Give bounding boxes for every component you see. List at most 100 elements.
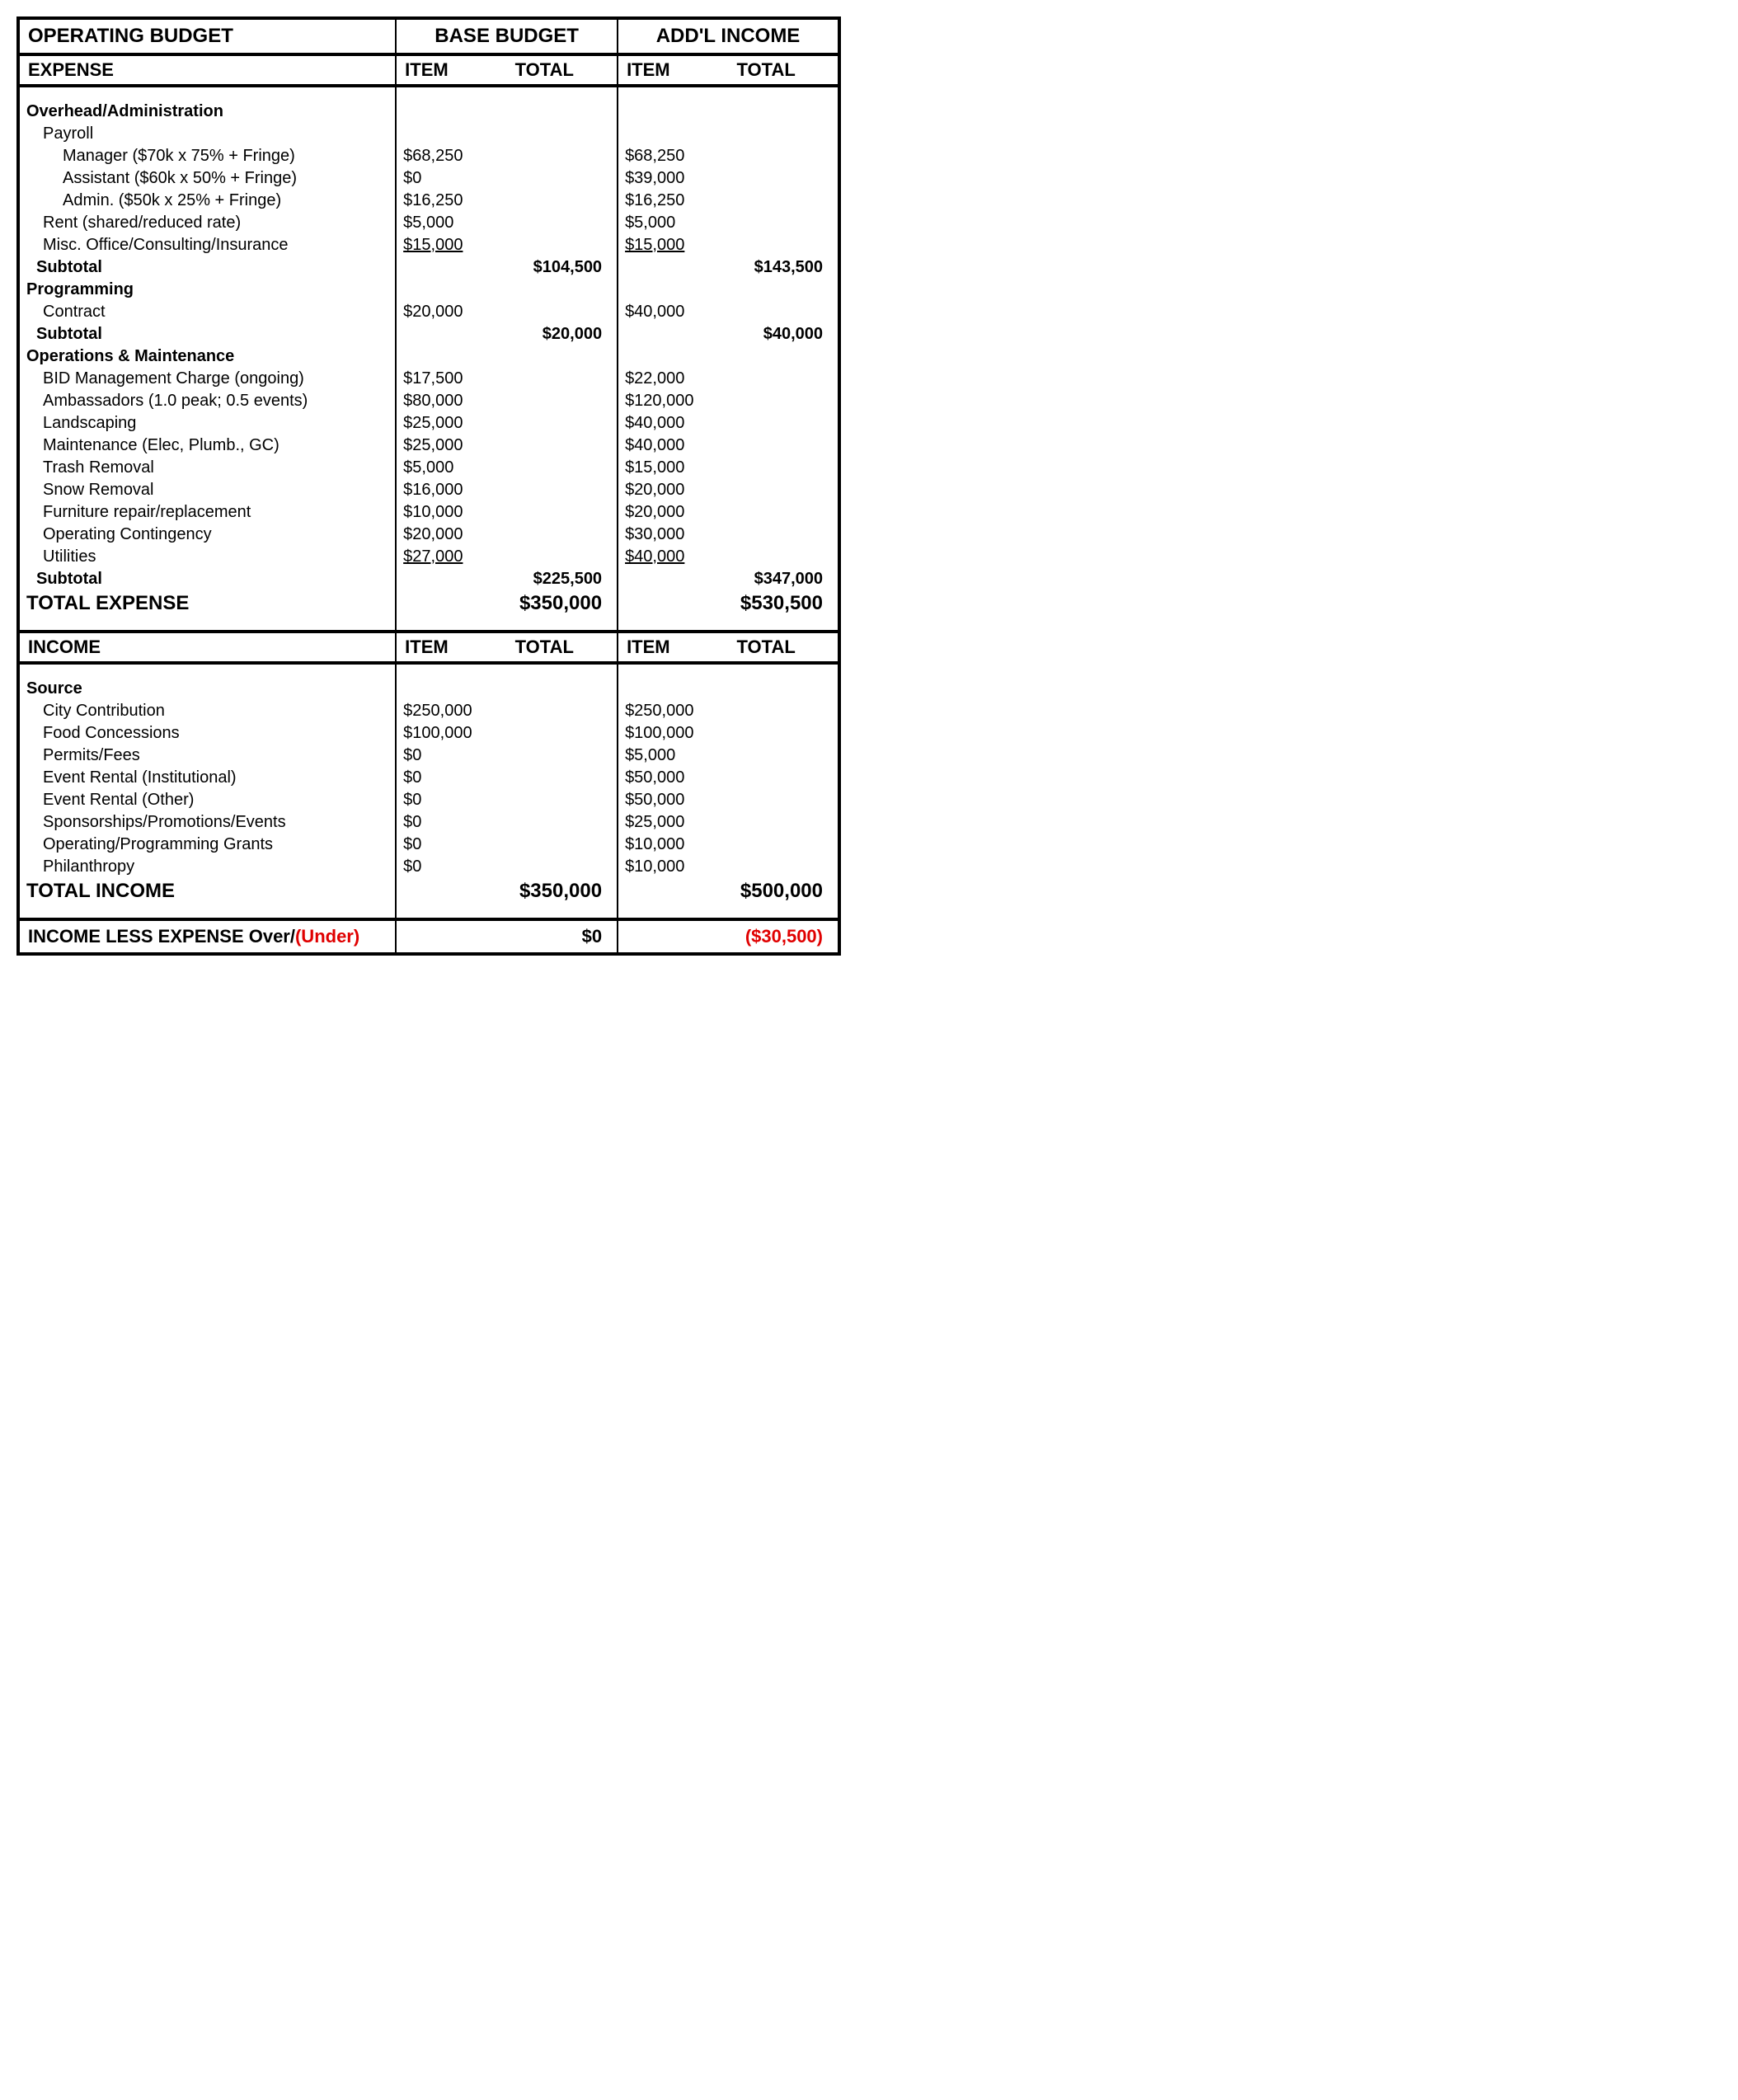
base-item-value: $15,000 bbox=[396, 234, 506, 256]
line-item-label: Event Rental (Other) bbox=[18, 789, 396, 811]
budget-table: OPERATING BUDGET BASE BUDGET ADD'L INCOM… bbox=[16, 16, 841, 956]
base-item-value: $5,000 bbox=[396, 212, 506, 234]
subtotal-row: Subtotal$104,500$143,500 bbox=[18, 256, 839, 279]
line-item-label: Food Concessions bbox=[18, 722, 396, 745]
base-item-value: $0 bbox=[396, 767, 506, 789]
addl-item-value: $30,000 bbox=[618, 524, 728, 546]
total-expense-row: TOTAL EXPENSE $350,000 $530,500 bbox=[18, 590, 839, 617]
col-base-header: BASE BUDGET bbox=[396, 18, 618, 54]
line-item-label: Permits/Fees bbox=[18, 745, 396, 767]
footer-base: $0 bbox=[507, 919, 618, 954]
base-item-value: $0 bbox=[396, 167, 506, 190]
line-item-label: Sponsorships/Promotions/Events bbox=[18, 811, 396, 834]
line-item-label: Operating/Programming Grants bbox=[18, 834, 396, 856]
base-total: $350,000 bbox=[507, 878, 618, 904]
addl-item-value: $5,000 bbox=[618, 745, 728, 767]
line-item-row: Ambassadors (1.0 peak; 0.5 events)$80,00… bbox=[18, 390, 839, 412]
base-item-value: $16,000 bbox=[396, 479, 506, 501]
line-item-row: Assistant ($60k x 50% + Fringe)$0 $39,000 bbox=[18, 167, 839, 190]
addl-item-value: $40,000 bbox=[618, 546, 728, 568]
spacer-row bbox=[18, 904, 839, 919]
payroll-label-row: Payroll bbox=[18, 123, 839, 145]
line-item-label: Admin. ($50k x 25% + Fringe) bbox=[18, 190, 396, 212]
line-item-label: Misc. Office/Consulting/Insurance bbox=[18, 234, 396, 256]
footer-addl: ($30,500) bbox=[729, 919, 839, 954]
ops-section: Operations & Maintenance bbox=[18, 345, 839, 368]
base-item-value: $5,000 bbox=[396, 457, 506, 479]
total-label: TOTAL EXPENSE bbox=[18, 590, 396, 617]
base-item-value: $250,000 bbox=[396, 700, 506, 722]
line-item-label: City Contribution bbox=[18, 700, 396, 722]
footer-label-a: INCOME LESS EXPENSE Over/ bbox=[28, 926, 295, 947]
subtotal-label: Subtotal bbox=[18, 323, 396, 345]
col-total: TOTAL bbox=[729, 54, 839, 86]
line-item-label: Contract bbox=[18, 301, 396, 323]
line-item-row: Sponsorships/Promotions/Events$0$25,000 bbox=[18, 811, 839, 834]
line-item-row: Furniture repair/replacement$10,000$20,0… bbox=[18, 501, 839, 524]
line-item-row: Misc. Office/Consulting/Insurance$15,000… bbox=[18, 234, 839, 256]
addl-item-value: $50,000 bbox=[618, 767, 728, 789]
line-item-label: Manager ($70k x 75% + Fringe) bbox=[18, 145, 396, 167]
col-item: ITEM bbox=[396, 54, 506, 86]
line-item-row: Landscaping$25,000$40,000 bbox=[18, 412, 839, 435]
addl-item-value: $250,000 bbox=[618, 700, 728, 722]
addl-total: $500,000 bbox=[729, 878, 839, 904]
addl-subtotal: $143,500 bbox=[729, 256, 839, 279]
addl-total: $530,500 bbox=[729, 590, 839, 617]
base-subtotal: $20,000 bbox=[507, 323, 618, 345]
base-item-value: $25,000 bbox=[396, 412, 506, 435]
base-item-value: $68,250 bbox=[396, 145, 506, 167]
line-item-label: Rent (shared/reduced rate) bbox=[18, 212, 396, 234]
line-item-row: Event Rental (Other)$0 $50,000 bbox=[18, 789, 839, 811]
subtotal-label: Subtotal bbox=[18, 568, 396, 590]
line-item-row: Operating Contingency$20,000$30,000 bbox=[18, 524, 839, 546]
addl-item-value: $25,000 bbox=[618, 811, 728, 834]
base-item-value: $17,500 bbox=[396, 368, 506, 390]
section-title: Source bbox=[18, 678, 396, 700]
base-total: $350,000 bbox=[507, 590, 618, 617]
footer-label: INCOME LESS EXPENSE Over/(Under) bbox=[18, 919, 396, 954]
row-label: Payroll bbox=[18, 123, 396, 145]
subtotal-row: Subtotal $225,500 $347,000 bbox=[18, 568, 839, 590]
line-item-label: Event Rental (Institutional) bbox=[18, 767, 396, 789]
base-item-value: $16,250 bbox=[396, 190, 506, 212]
line-item-row: Trash Removal$5,000 $15,000 bbox=[18, 457, 839, 479]
addl-subtotal: $40,000 bbox=[729, 323, 839, 345]
base-item-value: $20,000 bbox=[396, 301, 506, 323]
programming-section: Programming bbox=[18, 279, 839, 301]
spacer-row bbox=[18, 617, 839, 632]
addl-item-value: $20,000 bbox=[618, 501, 728, 524]
addl-item-value: $22,000 bbox=[618, 368, 728, 390]
addl-item-value: $39,000 bbox=[618, 167, 728, 190]
line-item-label: Ambassadors (1.0 peak; 0.5 events) bbox=[18, 390, 396, 412]
subtotal-row: Subtotal $20,000 $40,000 bbox=[18, 323, 839, 345]
line-item-label: Operating Contingency bbox=[18, 524, 396, 546]
col-total: TOTAL bbox=[507, 632, 618, 663]
line-item-label: Maintenance (Elec, Plumb., GC) bbox=[18, 435, 396, 457]
addl-item-value: $15,000 bbox=[618, 457, 728, 479]
line-item-label: Trash Removal bbox=[18, 457, 396, 479]
addl-item-value: $50,000 bbox=[618, 789, 728, 811]
subtotal-label: Subtotal bbox=[18, 256, 396, 279]
line-item-row: Food Concessions$100,000$100,000 bbox=[18, 722, 839, 745]
line-item-row: BID Management Charge (ongoing)$17,500 $2… bbox=[18, 368, 839, 390]
base-subtotal: $225,500 bbox=[507, 568, 618, 590]
addl-subtotal: $347,000 bbox=[729, 568, 839, 590]
overhead-section: Overhead/Administration bbox=[18, 101, 839, 123]
section-title: Overhead/Administration bbox=[18, 101, 396, 123]
line-item-row: Maintenance (Elec, Plumb., GC)$25,000$40… bbox=[18, 435, 839, 457]
col-addl-header: ADD'L INCOME bbox=[618, 18, 839, 54]
income-header-row: INCOMEITEMTOTALITEMTOTAL bbox=[18, 632, 839, 663]
line-item-label: BID Management Charge (ongoing) bbox=[18, 368, 396, 390]
base-item-value: $0 bbox=[396, 856, 506, 878]
col-item: ITEM bbox=[618, 632, 728, 663]
line-item-label: Assistant ($60k x 50% + Fringe) bbox=[18, 167, 396, 190]
addl-item-value: $10,000 bbox=[618, 834, 728, 856]
line-item-row: Admin. ($50k x 25% + Fringe)$16,250$16,2… bbox=[18, 190, 839, 212]
income-header: INCOME bbox=[18, 632, 396, 663]
addl-item-value: $16,250 bbox=[618, 190, 728, 212]
base-item-value: $0 bbox=[396, 789, 506, 811]
line-item-row: Event Rental (Institutional)$0 $50,000 bbox=[18, 767, 839, 789]
addl-item-value: $40,000 bbox=[618, 301, 728, 323]
footer-row: INCOME LESS EXPENSE Over/(Under) $0 ($30,5… bbox=[18, 919, 839, 954]
